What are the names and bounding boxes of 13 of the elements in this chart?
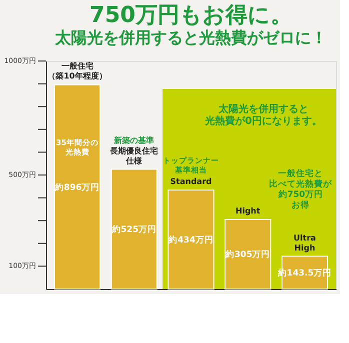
chart-subtitle: 太陽光を併用すると光熱費がゼロに！ [54, 28, 327, 47]
annotation: 太陽光を併用すると光熱費が0円になります。 [204, 103, 322, 127]
data-label: 約896万円 [54, 182, 100, 193]
annotation: 一般住宅と比べて光熱費が約750万円お得 [269, 168, 334, 210]
x-tick-label: Standard [170, 177, 212, 186]
x-tick-label: Hight [236, 206, 260, 216]
annotation: 新築の基準 [113, 135, 154, 145]
data-label: 約434万円 [168, 234, 214, 246]
x-tick-label: 一般住宅（築10年程度） [48, 60, 107, 81]
data-label: 約305万円 [224, 249, 270, 260]
x-tick-label: Ultra High [294, 233, 316, 252]
chart-title: 750万円もお得に。 [90, 3, 292, 28]
x-tick-label: 長期優良住宅仕様 [109, 145, 158, 166]
